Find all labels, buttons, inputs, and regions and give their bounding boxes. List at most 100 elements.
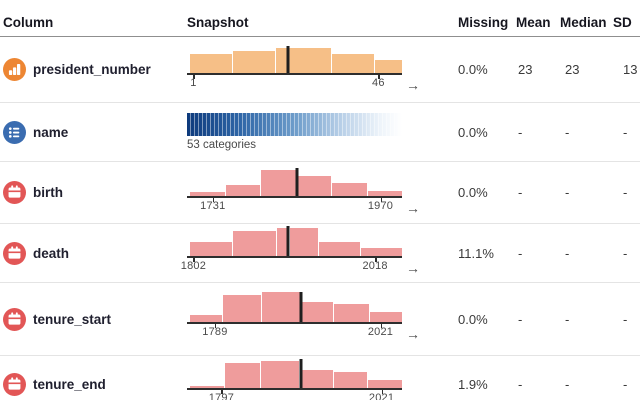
axis-labels: 1 46 [187, 75, 402, 89]
histogram-bar [334, 304, 369, 322]
histogram-block: 1797 2021 → [187, 358, 420, 400]
snapshot-block: 1802 2018 → [181, 226, 420, 276]
histogram-bar [190, 53, 232, 73]
column-cell: president_number [0, 37, 187, 102]
table-row[interactable]: president_number 1 46 → 0.0% 23 23 13 [0, 37, 640, 103]
missing-value: 0.0% [458, 311, 488, 327]
histogram-bar [368, 379, 402, 388]
median-value: - [565, 311, 570, 327]
median-marker [299, 358, 303, 388]
snapshot-cell: 1802 2018 → [181, 224, 458, 282]
mean-value: - [518, 124, 523, 140]
median-value: - [565, 245, 570, 261]
axis-tick [375, 258, 377, 262]
median-marker [286, 45, 290, 73]
axis-line [187, 195, 402, 202]
sd-value: - [623, 124, 628, 140]
axis-tick [212, 197, 215, 202]
axis-line [187, 256, 402, 262]
histogram-bar [300, 302, 334, 322]
missing-value: 0.0% [458, 62, 488, 77]
scroll-right-arrow-icon[interactable]: → [406, 199, 420, 216]
missing-header: Missing [458, 15, 509, 30]
snapshot-header: Snapshot [187, 15, 249, 30]
scroll-right-arrow-icon[interactable]: → [406, 391, 420, 400]
axis-tick [221, 389, 223, 394]
histogram-bar [224, 362, 261, 388]
axis-tick-label: 1 [190, 76, 197, 89]
histogram-bar [261, 169, 296, 196]
table-row[interactable]: birth 1731 1970 → 0.0% - - - [0, 162, 640, 224]
histogram-bar [296, 175, 331, 196]
missing-value: 0.0% [458, 185, 488, 200]
histogram-block: 1789 2021 → [187, 292, 420, 341]
axis-labels: 1789 2021 [187, 324, 402, 338]
snapshot-cell: 1789 2021 → [187, 283, 458, 355]
category-gradient-bar [187, 113, 402, 136]
median-value: 23 [565, 62, 580, 77]
median-value: - [565, 124, 570, 140]
axis-tick-label: 2021 [368, 391, 395, 400]
histogram-bar [331, 53, 374, 73]
histogram-bar [361, 248, 402, 256]
scroll-right-arrow-icon[interactable]: → [406, 76, 420, 93]
sd-value: - [623, 311, 628, 327]
missing-value: 0.0% [458, 124, 488, 140]
column-cell: tenure_start [0, 283, 187, 355]
histogram-bars [187, 166, 402, 196]
axis-tick [378, 74, 380, 79]
scroll-right-arrow-icon[interactable]: → [406, 260, 420, 276]
column-label: president_number [33, 62, 151, 77]
column-label: death [33, 245, 70, 261]
median-header: Median [560, 15, 607, 30]
median-marker [295, 167, 299, 196]
column-cell: death [0, 224, 187, 282]
column-label: birth [33, 185, 63, 200]
histogram-bar [225, 184, 260, 196]
table-row[interactable]: name 53 categories 0.0% - - - [0, 103, 640, 162]
table-body: president_number 1 46 → 0.0% 23 23 13 nam… [0, 37, 640, 400]
axis-tick-label: 2018 [362, 260, 388, 272]
calendar-icon [3, 241, 26, 265]
sd-header: SD [613, 15, 632, 30]
axis-labels: 1802 2018 [181, 258, 402, 272]
column-cell: birth [0, 162, 187, 223]
histogram-bar [262, 292, 300, 322]
histogram-bar [190, 242, 232, 256]
axis-tick-label: 1789 [202, 326, 228, 338]
calendar-icon [3, 373, 26, 396]
axis-tick-label: 1797 [208, 391, 235, 400]
column-label: tenure_start [33, 311, 112, 327]
axis-line [187, 72, 402, 79]
scroll-right-arrow-icon[interactable]: → [406, 326, 420, 342]
snapshot-block: 1731 1970 → [187, 167, 420, 216]
column-cell: name [0, 103, 187, 161]
histogram-bar [223, 295, 262, 322]
snapshot-cell: 1797 2021 → [187, 356, 458, 400]
axis-labels: 1797 2021 [187, 390, 402, 400]
histogram-bar [190, 191, 225, 196]
axis-tick [214, 324, 217, 328]
table-row[interactable]: tenure_end 1797 2021 → 1.9% - - - [0, 356, 640, 400]
category-count-label: 53 categories [187, 139, 257, 151]
histogram-bar [190, 315, 223, 322]
categories-block: 53 categories [187, 113, 402, 151]
mean-value: - [518, 185, 523, 200]
sd-value: 13 [623, 62, 638, 77]
histogram-bar [332, 182, 367, 196]
mean-value: - [518, 377, 523, 392]
histogram-bars [187, 43, 402, 73]
table-row[interactable]: tenure_start 1789 2021 → 0.0% - - - [0, 283, 640, 356]
snapshot-block: 1 46 → [187, 45, 420, 93]
axis-tick [193, 258, 195, 262]
column-label: name [33, 124, 69, 140]
median-value: - [565, 185, 570, 200]
table-header: Column Snapshot Missing Mean Median SD [0, 0, 640, 37]
histogram-bar [369, 312, 402, 322]
table-row[interactable]: death 1802 2018 → 11.1% - - - [0, 224, 640, 283]
histogram-bar [300, 369, 333, 388]
histogram-bars [187, 358, 402, 388]
histogram-bar [275, 47, 289, 73]
histogram-block: 1731 1970 → [187, 166, 420, 215]
